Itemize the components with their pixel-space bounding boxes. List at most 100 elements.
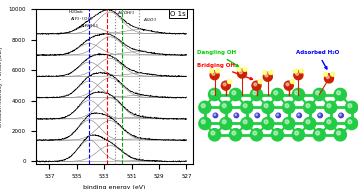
Text: Bridging OH: Bridging OH <box>197 63 252 80</box>
Circle shape <box>276 113 281 118</box>
Circle shape <box>326 76 329 79</box>
Circle shape <box>243 67 247 71</box>
Circle shape <box>324 73 325 74</box>
Circle shape <box>250 88 263 101</box>
Circle shape <box>274 91 278 95</box>
Circle shape <box>292 88 305 101</box>
Circle shape <box>296 72 299 75</box>
Circle shape <box>210 71 219 80</box>
Circle shape <box>345 117 358 130</box>
Circle shape <box>264 71 265 73</box>
X-axis label: binding energy (eV): binding energy (eV) <box>83 185 146 189</box>
Circle shape <box>239 71 242 74</box>
Circle shape <box>290 80 294 84</box>
Text: AlF$_2$O$_{0.5}$: AlF$_2$O$_{0.5}$ <box>80 22 99 29</box>
Circle shape <box>199 101 211 114</box>
Circle shape <box>262 101 274 114</box>
Circle shape <box>327 104 331 108</box>
Circle shape <box>237 67 241 71</box>
Circle shape <box>216 70 218 71</box>
Circle shape <box>304 101 316 114</box>
Circle shape <box>294 70 296 71</box>
Circle shape <box>282 117 295 130</box>
Circle shape <box>304 117 316 130</box>
Circle shape <box>234 113 239 118</box>
Circle shape <box>211 131 215 135</box>
Circle shape <box>316 91 320 95</box>
Circle shape <box>264 104 268 108</box>
Circle shape <box>263 71 267 74</box>
Text: Al(OH)$_3$: Al(OH)$_3$ <box>117 9 135 17</box>
Circle shape <box>340 114 341 115</box>
Text: Al$_2$O$_3$: Al$_2$O$_3$ <box>142 17 156 24</box>
Circle shape <box>295 91 299 95</box>
Circle shape <box>235 114 237 115</box>
Circle shape <box>271 129 284 141</box>
Text: Adsorbed H₂O: Adsorbed H₂O <box>296 50 339 69</box>
Circle shape <box>306 120 310 124</box>
Circle shape <box>324 117 337 130</box>
Circle shape <box>269 71 273 74</box>
Circle shape <box>348 104 352 108</box>
Circle shape <box>282 101 295 114</box>
Circle shape <box>332 73 333 74</box>
Circle shape <box>255 113 260 118</box>
Circle shape <box>318 113 323 118</box>
Circle shape <box>299 69 303 73</box>
Circle shape <box>295 131 299 135</box>
Circle shape <box>223 83 226 86</box>
Circle shape <box>258 80 262 84</box>
Circle shape <box>243 120 247 124</box>
Circle shape <box>285 104 289 108</box>
Circle shape <box>306 104 310 108</box>
Circle shape <box>270 71 271 73</box>
Circle shape <box>297 113 301 118</box>
Circle shape <box>241 117 253 130</box>
Circle shape <box>263 72 272 81</box>
Circle shape <box>327 120 331 124</box>
Circle shape <box>316 131 320 135</box>
Circle shape <box>271 88 284 101</box>
Circle shape <box>313 88 325 101</box>
Circle shape <box>222 104 226 108</box>
Circle shape <box>265 74 268 77</box>
Circle shape <box>324 72 328 76</box>
Circle shape <box>253 131 257 135</box>
Circle shape <box>348 120 352 124</box>
Circle shape <box>324 101 337 114</box>
Circle shape <box>298 114 299 115</box>
Circle shape <box>313 129 325 141</box>
Circle shape <box>300 70 301 71</box>
Circle shape <box>262 117 274 130</box>
Circle shape <box>243 104 247 108</box>
Circle shape <box>199 117 211 130</box>
Circle shape <box>324 74 334 83</box>
Circle shape <box>229 88 242 101</box>
Circle shape <box>337 131 340 135</box>
Circle shape <box>229 129 242 141</box>
Circle shape <box>334 88 347 101</box>
Text: Dangling OH: Dangling OH <box>197 50 238 66</box>
Circle shape <box>252 81 261 90</box>
Circle shape <box>285 120 289 124</box>
Circle shape <box>211 70 212 71</box>
Circle shape <box>319 114 320 115</box>
Circle shape <box>228 80 231 84</box>
Text: O 1s: O 1s <box>170 11 186 16</box>
Circle shape <box>292 129 305 141</box>
Circle shape <box>286 83 289 86</box>
Circle shape <box>232 131 236 135</box>
Circle shape <box>337 91 340 95</box>
Circle shape <box>291 81 292 82</box>
Circle shape <box>221 81 231 90</box>
Circle shape <box>274 131 278 135</box>
Circle shape <box>208 129 221 141</box>
Circle shape <box>254 83 257 86</box>
Circle shape <box>212 72 215 75</box>
Circle shape <box>201 104 205 108</box>
Circle shape <box>244 68 245 69</box>
Y-axis label: emission intensity + offset [a.u.]: emission intensity + offset [a.u.] <box>0 47 3 127</box>
Circle shape <box>334 129 347 141</box>
Circle shape <box>220 117 232 130</box>
Circle shape <box>238 68 239 69</box>
